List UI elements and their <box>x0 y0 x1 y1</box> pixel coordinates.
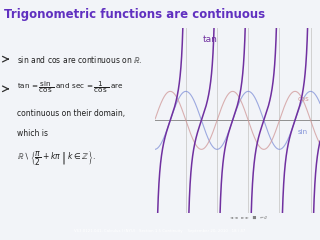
Text: cos: cos <box>297 96 309 102</box>
Text: continuous on their domain,: continuous on their domain, <box>17 109 125 118</box>
Text: sin: sin <box>297 129 307 135</box>
Text: $\tan = \dfrac{\sin}{\cos}$ and $\sec = \dfrac{1}{\cos}$ are: $\tan = \dfrac{\sin}{\cos}$ and $\sec = … <box>17 79 124 95</box>
Text: Trigonometric functions are continuous: Trigonometric functions are continuous <box>4 8 265 21</box>
Text: $\mathbb{R} \setminus \left\{ \dfrac{\pi}{2} + k\pi \;\middle|\; k \in \mathbb{Z: $\mathbb{R} \setminus \left\{ \dfrac{\pi… <box>17 149 95 168</box>
Text: tan: tan <box>203 35 218 44</box>
Text: sin and cos are continuous on $\mathbb{R}$.: sin and cos are continuous on $\mathbb{R… <box>17 54 142 65</box>
Text: which is: which is <box>17 129 48 138</box>
Text: V63.0121.041, Calculus I (NYU)   Section 1.5 Continuity    September 20, 2010   : V63.0121.041, Calculus I (NYU) Section 1… <box>74 229 246 233</box>
Text: ◄ ◄   ► ►   ■   ↩↺: ◄ ◄ ► ► ■ ↩↺ <box>230 216 268 220</box>
